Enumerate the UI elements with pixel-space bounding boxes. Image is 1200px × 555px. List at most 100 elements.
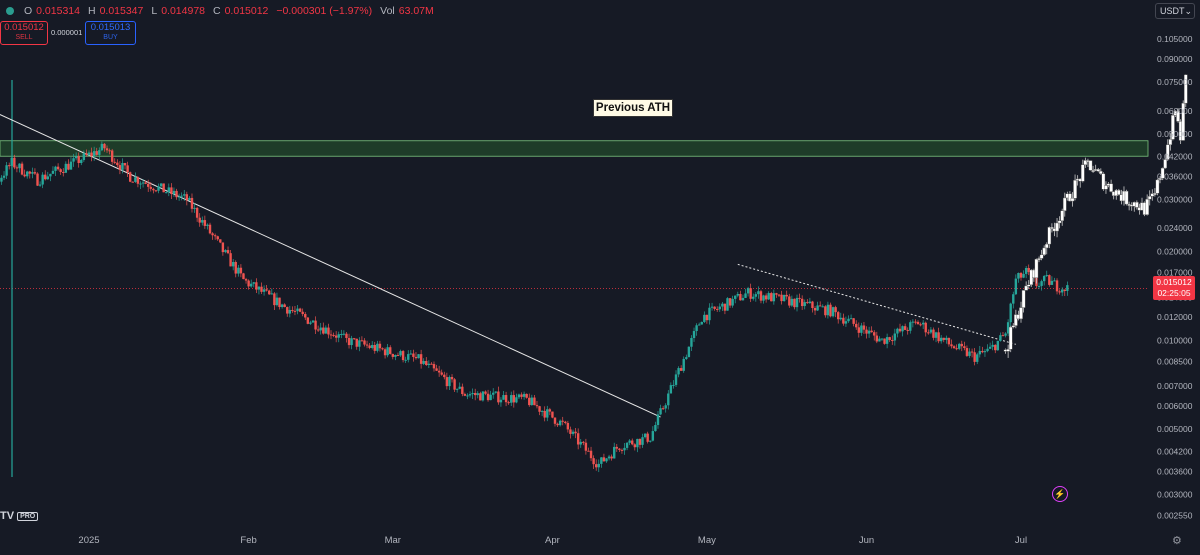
candle-body [525,394,527,398]
flash-icon[interactable]: ⚡ [1052,486,1068,502]
currency-selector[interactable]: USDT ⌄ [1155,3,1195,19]
candle-body [255,282,257,289]
candle-body [538,406,540,412]
y-tick-label: 0.003000 [1157,490,1193,500]
x-tick-label: Mar [385,535,401,546]
candle-body [788,296,790,305]
candle-body [386,347,388,355]
candle-body [235,262,237,274]
candle-body [191,198,193,209]
candle-body [374,345,376,351]
candle-body [96,151,98,155]
trendlines [0,80,1148,477]
candle-body [93,151,95,156]
tradingview-logo[interactable]: TV PRO [0,510,38,522]
candle-body [546,409,548,417]
candle-body [26,172,28,177]
candle-body [70,162,72,170]
candle-body [845,321,847,323]
buy-button[interactable]: 0.015013 BUY [85,21,136,45]
candle-body [175,191,177,197]
candle-body [667,394,669,406]
candle-body [598,464,600,467]
projection-body [1117,190,1120,195]
candle-body [997,341,999,350]
candle-body [111,150,113,161]
vol-key: Vol [380,5,395,17]
candle-body [945,338,947,340]
candle-body [708,308,710,320]
candle-body [706,315,708,320]
candle-body [559,421,561,425]
candle-body [134,177,136,182]
candle-body [430,364,432,365]
candle-body [822,306,824,307]
candle-body [628,441,630,443]
candle-body [278,298,280,307]
candle-body [981,351,983,352]
candle-body [39,185,41,186]
settings-icon[interactable]: ⚙ [1172,534,1182,547]
candle-body [399,351,401,355]
candle-body [1064,289,1066,290]
candle-body [21,164,23,175]
candle-body [307,317,309,323]
candle-body [860,325,862,332]
close-value: 0.015012 [225,5,269,17]
candle-body [683,359,685,371]
candle-body [577,433,579,444]
candle-body [502,395,504,400]
x-tick-label: Apr [545,535,560,546]
candle-body [989,347,991,349]
y-tick-label: 0.105000 [1157,34,1193,44]
candle-body [701,322,703,325]
candle-body [677,368,679,374]
projection-body [1125,191,1128,204]
candle-body [739,294,741,300]
candle-body [301,312,303,314]
candle-body [242,273,244,279]
chevron-down-icon: ⌄ [1185,6,1193,17]
candle-body [253,282,255,283]
candle-body [595,464,597,467]
sell-label: SELL [15,33,32,43]
projection-body [1148,196,1151,199]
candle-body [422,361,424,364]
candle-body [888,337,890,340]
open-value: 0.015314 [36,5,80,17]
candle-body [289,310,291,314]
low-value: 0.014978 [161,5,205,17]
candle-body [13,158,15,168]
candle-body [574,432,576,434]
x-tick-label: 2025 [78,535,99,546]
projection-body [1027,285,1030,287]
high-key: H [88,5,96,17]
candle-body [41,175,43,185]
candle-body [137,177,139,184]
candle-body [209,225,211,234]
sell-button[interactable]: 0.015012 SELL [0,21,48,45]
candle-body [294,311,296,312]
candle-body [361,340,363,341]
candle-body [489,395,491,400]
y-tick-label: 0.060000 [1157,106,1193,116]
candle-body [18,164,20,169]
candle-body [461,387,463,394]
candle-body [832,307,834,316]
ath-zone-rect [0,141,1148,156]
candle-body [381,348,383,349]
candle-body [919,324,921,325]
ath-annotation[interactable]: Previous ATH [593,99,673,117]
candle-body [770,293,772,301]
candle-body [747,288,749,293]
candle-body [796,298,798,307]
candle-body [767,293,769,299]
candle-body [484,392,486,394]
projection-body [1019,308,1022,319]
candle-body [217,236,219,239]
y-tick-label: 0.036000 [1157,171,1193,181]
candle-body [994,345,996,350]
candle-body [47,176,49,179]
